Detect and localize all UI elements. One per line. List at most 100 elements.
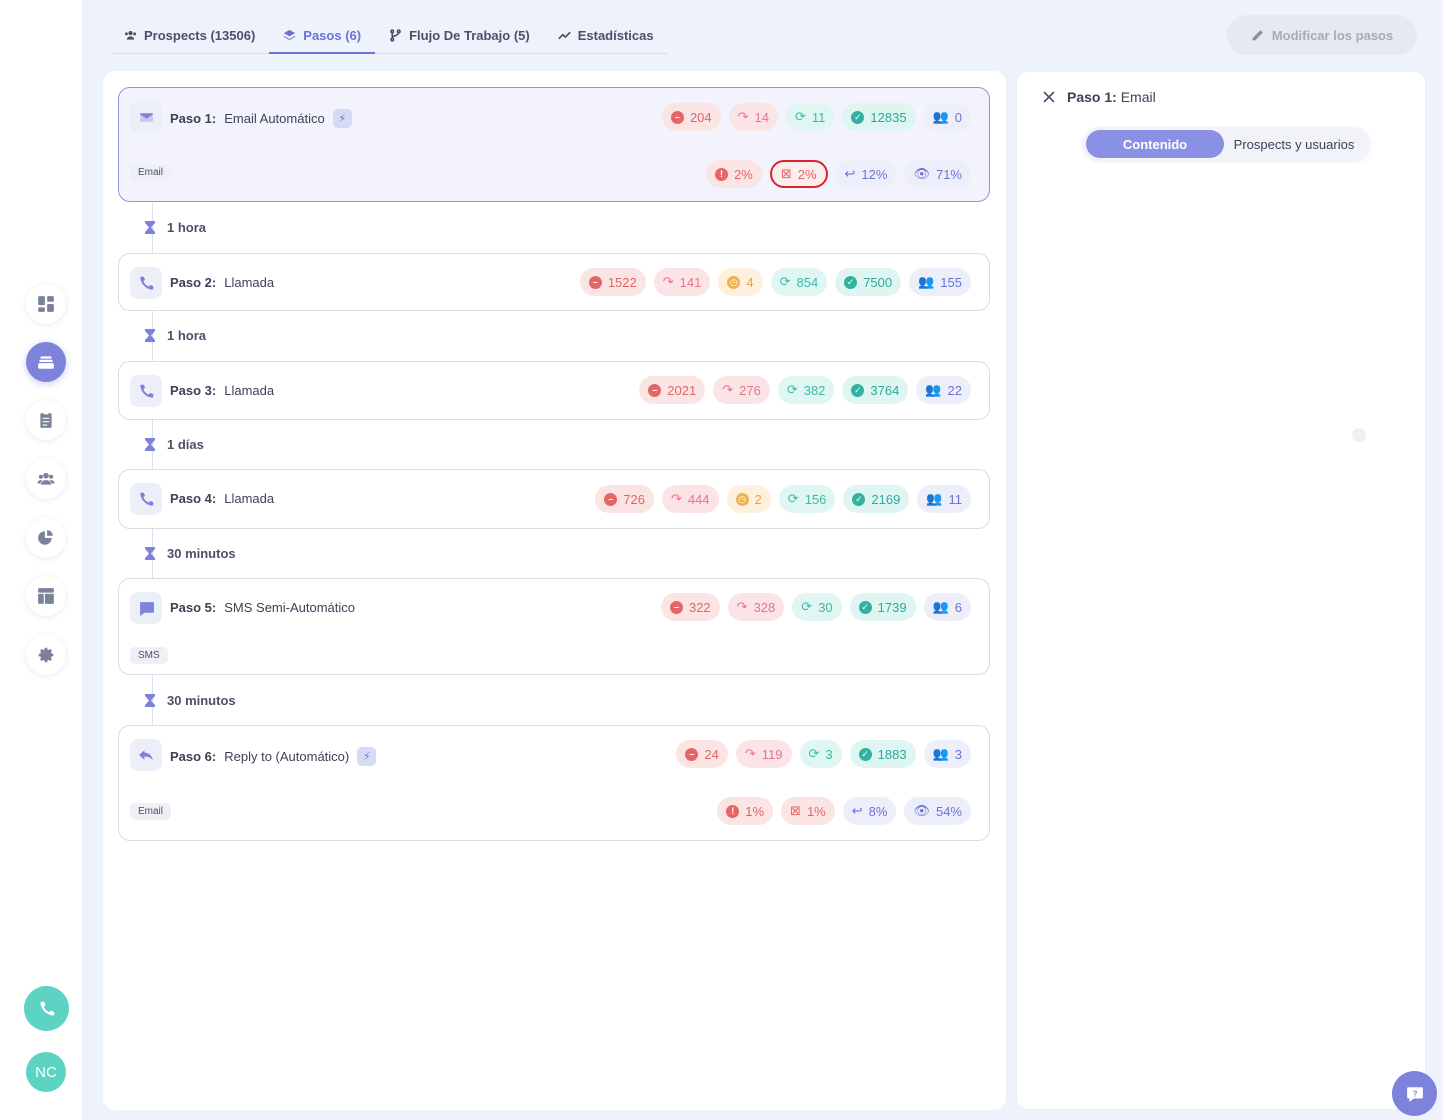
help-chat-icon[interactable]: ? [1392,1071,1437,1116]
skipped-stat[interactable]: ↷ 119 [735,740,792,768]
sync-icon: ⟳ [795,109,806,124]
contacts-icon[interactable] [26,459,66,499]
check-circle-icon: ✓ [844,275,858,289]
in-progress-stat[interactable]: ⟳ 11 [786,103,835,131]
in-progress-stat[interactable]: ⟳ 30 [792,593,842,621]
step-card-5[interactable]: Paso 5: SMS Semi-Automático –322 ↷ 328 ⟳ 3… [118,578,990,675]
waiting-stat[interactable]: ◷ 4 [718,268,763,296]
completed-value: 3764 [870,382,900,398]
bounced-stat[interactable]: –1522 [579,268,646,296]
completed-stat[interactable]: ✓ 7500 [835,268,902,296]
bounced-stat[interactable]: –204 [661,103,721,131]
delay-label: 1 hora [167,220,207,235]
step-detail-panel: Paso 1: Email Contenido Prospects y usua… [1016,71,1426,1110]
skipped-stat[interactable]: ↷ 328 [727,593,785,621]
hourglass-icon [145,221,155,234]
completed-stat[interactable]: ✓ 1739 [849,593,916,621]
step-stats: –322 ↷ 328 ⟳ 30 ✓ 1739 👥 6 [660,593,971,621]
reply-rate[interactable]: ↩ 8% [842,797,897,825]
step-stats: –2021 ↷ 276 ⟳ 382 ✓ 3764 👥 22 [639,376,971,404]
step-title: Paso 5: SMS Semi-Automático [170,600,355,615]
step-card-3[interactable]: Paso 3: Llamada –2021 ↷ 276 ⟳ 382 ✓ 3764 👥 2… [118,361,990,420]
open-rate-value: 54% [935,803,962,819]
tab-workflow[interactable]: Flujo De Trabajo (5) [375,18,544,52]
dashboard-icon[interactable] [26,284,66,324]
step-name: Llamada [224,383,275,398]
phone-icon[interactable] [24,986,69,1031]
bounced-stat[interactable]: –322 [660,593,720,621]
detail-step-label: Paso 1: [1067,89,1117,105]
step-name: SMS Semi-Automático [224,600,356,615]
in-progress-stat[interactable]: ⟳ 3 [799,740,842,768]
bounced-stat[interactable]: –726 [595,485,654,513]
step-card-4[interactable]: Paso 4: Llamada –726 ↷ 444 ◷ 2 ⟳ 156 ✓ 2169 … [118,469,990,529]
bounced-stat[interactable]: –24 [676,740,728,768]
reply-rate[interactable]: ↩ 12% [835,160,897,188]
tab-pasos[interactable]: Pasos (6) [269,18,376,54]
skip-arrow-icon: ↷ [722,382,734,397]
completed-stat[interactable]: ✓ 1883 [849,740,916,768]
completed-value: 1883 [877,746,907,762]
reports-icon[interactable] [26,518,66,558]
detail-title: Email [1120,89,1156,105]
in-progress-stat[interactable]: ⟳ 382 [777,376,835,404]
error-rate[interactable]: ! 1% [717,797,774,825]
step-title: Paso 2: Llamada [170,275,274,290]
step-card-6[interactable]: Paso 6: Reply to (Automático) ⚡ –24 ↷ 119… [118,725,990,841]
step-card-2[interactable]: Paso 2: Llamada –1522 ↷ 141 ◷ 4 ⟳ 854 ✓ 7500… [118,253,990,311]
skipped-stat[interactable]: ↷ 276 [713,376,770,404]
active-stat[interactable]: 👥 6 [923,593,971,621]
tab-prospects-users[interactable]: Prospects y usuarios [1233,136,1355,152]
check-circle-icon: ✓ [852,492,866,506]
skipped-value: 444 [687,491,710,507]
completed-stat[interactable]: ✓ 12835 [842,103,916,131]
in-progress-stat[interactable]: ⟳ 156 [778,485,836,513]
spam-rate[interactable]: ⊠ 1% [781,797,835,825]
spam-rate-value: 2% [797,166,817,182]
step-rates: ! 2% ⊠ 2% ↩ 12% 👁 71% [706,160,971,188]
avatar[interactable]: NC [26,1052,66,1092]
skipped-stat[interactable]: ↷ 14 [728,103,779,131]
tab-statistics[interactable]: Estadísticas [544,18,668,52]
skipped-stat[interactable]: ↷ 444 [661,485,719,513]
tasks-icon[interactable] [26,400,66,440]
open-rate[interactable]: 👁 54% [904,797,971,825]
active-stat[interactable]: 👥 11 [917,485,971,513]
completed-stat[interactable]: ✓ 2169 [843,485,910,513]
open-rate[interactable]: 👁 71% [904,160,971,188]
sequences-icon[interactable] [26,342,66,382]
error-rate[interactable]: ! 2% [706,160,762,188]
error-rate-value: 1% [745,803,765,819]
in-progress-value: 156 [804,491,827,507]
tab-contenido[interactable]: Contenido [1086,130,1224,158]
settings-icon[interactable] [26,635,66,675]
templates-icon[interactable] [26,576,66,616]
skipped-stat[interactable]: ↷ 141 [653,268,711,296]
delay-1: 1 hora [145,220,206,235]
modify-steps-button[interactable]: Modificar los pasos [1227,15,1417,55]
active-value: 3 [954,746,962,762]
waiting-stat[interactable]: ◷ 2 [726,485,771,513]
svg-text:?: ? [1412,1089,1417,1098]
sync-icon: ⟳ [779,274,791,289]
active-stat[interactable]: 👥 22 [916,376,971,404]
reply-icon: ↩ [851,803,863,818]
active-stat[interactable]: 👥 3 [923,740,971,768]
skipped-value: 328 [753,599,776,615]
step-rates: ! 1% ⊠ 1% ↩ 8% 👁 54% [717,797,971,825]
spam-rate[interactable]: ⊠ 2% [769,160,828,188]
active-stat[interactable]: 👥 155 [909,268,971,296]
minus-circle-icon: – [670,110,684,124]
skip-arrow-icon: ↷ [662,274,674,289]
skipped-value: 276 [739,382,761,398]
active-stat[interactable]: 👥 0 [923,103,971,131]
in-progress-stat[interactable]: ⟳ 854 [770,268,828,296]
close-icon[interactable] [1043,91,1055,103]
bounced-stat[interactable]: –2021 [639,376,706,404]
users-icon [124,30,137,40]
tab-prospects[interactable]: Prospects (13506) [110,18,269,52]
completed-value: 2169 [871,491,901,507]
step-card-1[interactable]: Paso 1: Email Automático ⚡ –204 ↷ 14 ⟳ 11 … [118,87,990,202]
connector-line [152,529,153,578]
completed-stat[interactable]: ✓ 3764 [842,376,909,404]
